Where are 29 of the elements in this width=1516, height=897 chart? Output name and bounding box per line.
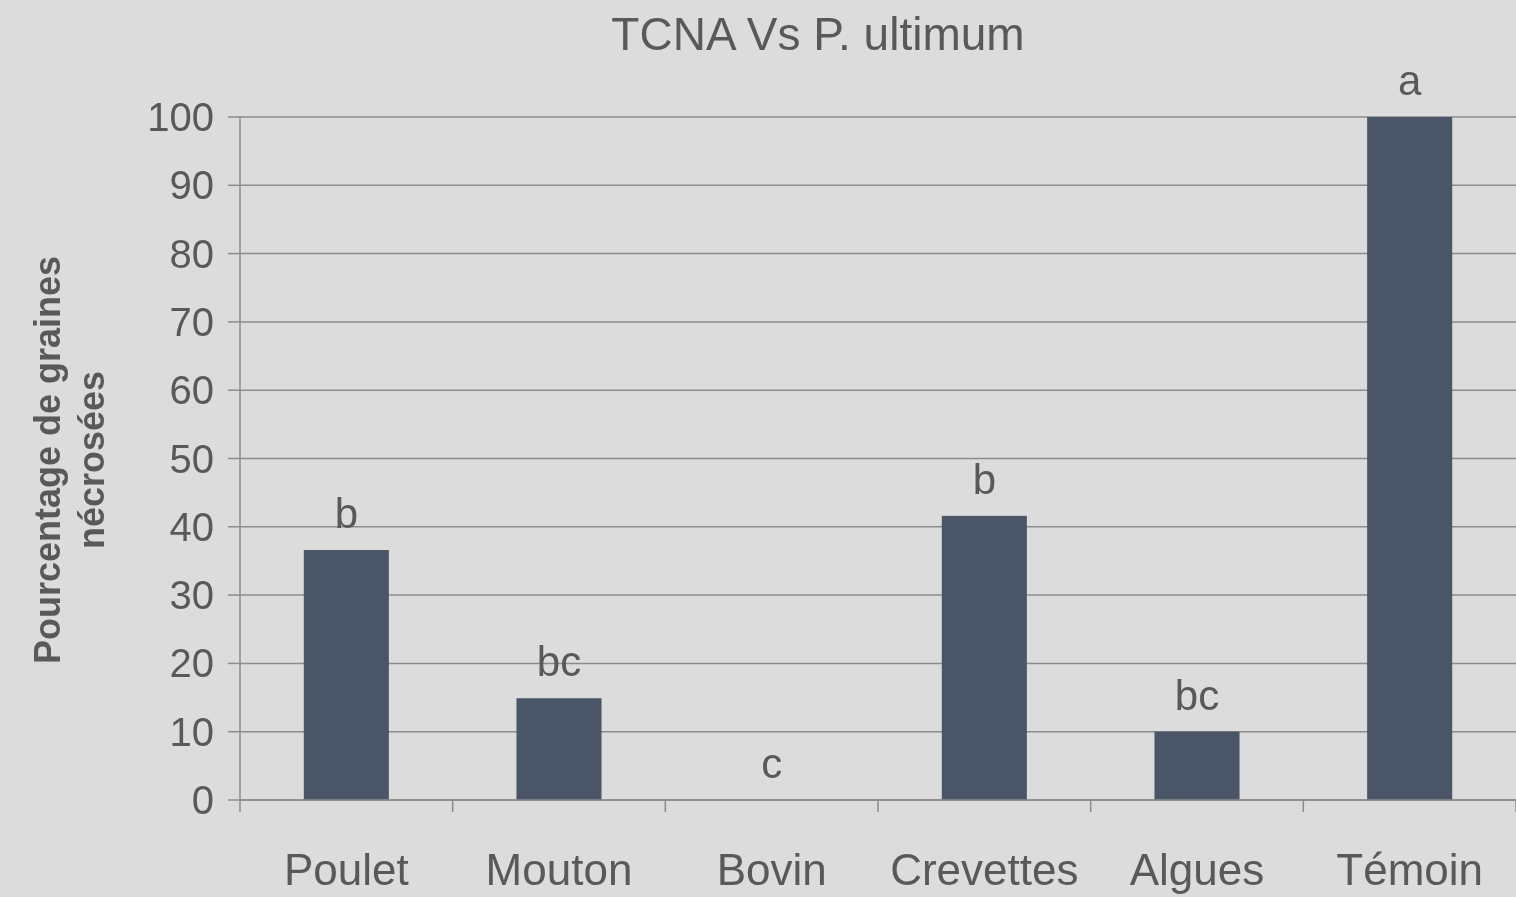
- y-tick-label: 40: [169, 504, 214, 549]
- y-tick-label: 70: [169, 299, 214, 344]
- annotation: b: [334, 490, 359, 538]
- y-tick-label: 100: [147, 95, 214, 139]
- x-tick-label: Crevettes: [890, 845, 1079, 894]
- y-tick-label: 0: [191, 778, 214, 822]
- y-axis-title: Pourcentage de graines nécrosées: [27, 255, 112, 665]
- y-tick-label: 90: [169, 163, 214, 208]
- annotation: b: [972, 455, 997, 503]
- y-tick-label: 20: [169, 641, 214, 686]
- bar: [516, 698, 602, 800]
- bar: [941, 515, 1027, 800]
- x-tick-label: Témoin: [1336, 845, 1484, 894]
- x-tick-label: Poulet: [283, 845, 409, 894]
- y-tick-label: 30: [169, 573, 214, 618]
- bar: [1367, 117, 1453, 800]
- annotation: c: [761, 740, 783, 787]
- x-tick-label: Bovin: [716, 845, 827, 894]
- y-tick-label: 80: [169, 231, 214, 276]
- chart-title: TCNA Vs P. ultimum: [611, 8, 1025, 60]
- y-tick-label: 50: [169, 436, 214, 481]
- y-tick-label: 60: [169, 368, 214, 413]
- annotation: a: [1397, 57, 1422, 104]
- y-tick-label: 10: [169, 709, 214, 754]
- x-tick-label: Mouton: [485, 845, 633, 894]
- annotation: bc: [1174, 671, 1220, 719]
- bar: [1154, 731, 1240, 800]
- bar: [303, 550, 389, 800]
- x-tick-label: Algues: [1129, 845, 1265, 894]
